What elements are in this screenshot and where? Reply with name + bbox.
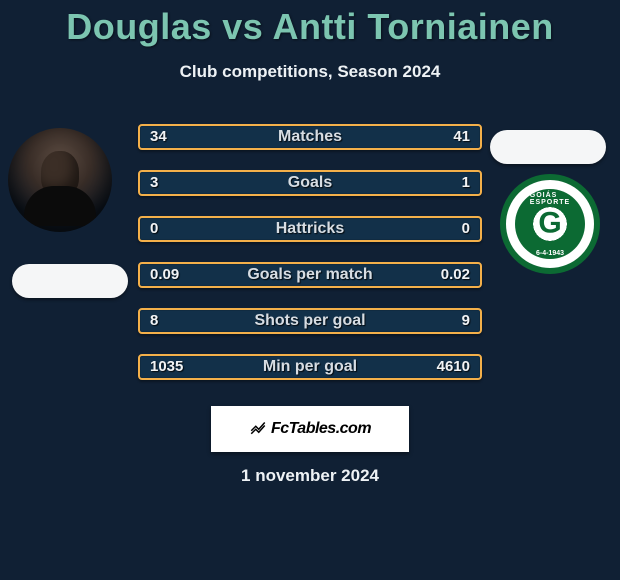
club-badge-text: GOIÁS ESPORTE 6-4-1943: [515, 189, 585, 259]
fctables-label: FcTables.com: [271, 420, 371, 438]
stat-right-value: 41: [453, 126, 470, 148]
fctables-watermark: FcTables.com: [211, 406, 409, 452]
stat-row: 0 Hattricks 0: [138, 216, 482, 242]
stat-row: 1035 Min per goal 4610: [138, 354, 482, 380]
club-badge-bottom-text: 6-4-1943: [536, 250, 564, 257]
player-left-avatar: [8, 128, 112, 232]
snapshot-date: 1 november 2024: [0, 466, 620, 486]
stat-label: Shots per goal: [140, 310, 480, 332]
stat-row: 3 Goals 1: [138, 170, 482, 196]
stat-right-value: 0.02: [441, 264, 470, 286]
stat-row: 8 Shots per goal 9: [138, 308, 482, 334]
player-left-club-pill: [12, 264, 128, 298]
stat-row: 0.09 Goals per match 0.02: [138, 262, 482, 288]
stat-label: Goals: [140, 172, 480, 194]
stat-right-value: 0: [462, 218, 470, 240]
club-badge-inner: G GOIÁS ESPORTE 6-4-1943: [515, 189, 585, 259]
subtitle: Club competitions, Season 2024: [0, 62, 620, 82]
stats-rows: 34 Matches 41 3 Goals 1 0 Hattricks 0 0.…: [138, 124, 482, 400]
chart-icon: [249, 418, 267, 441]
player-right-club-badge: G GOIÁS ESPORTE 6-4-1943: [500, 174, 600, 274]
stat-label: Min per goal: [140, 356, 480, 378]
stat-right-value: 1: [462, 172, 470, 194]
page-title: Douglas vs Antti Torniainen: [0, 0, 620, 48]
stat-label: Goals per match: [140, 264, 480, 286]
stat-row: 34 Matches 41: [138, 124, 482, 150]
stat-right-value: 9: [462, 310, 470, 332]
club-badge-top-text: GOIÁS ESPORTE: [530, 192, 570, 206]
stat-right-value: 4610: [437, 356, 470, 378]
player-right-club-pill: [490, 130, 606, 164]
stat-label: Hattricks: [140, 218, 480, 240]
stat-label: Matches: [140, 126, 480, 148]
